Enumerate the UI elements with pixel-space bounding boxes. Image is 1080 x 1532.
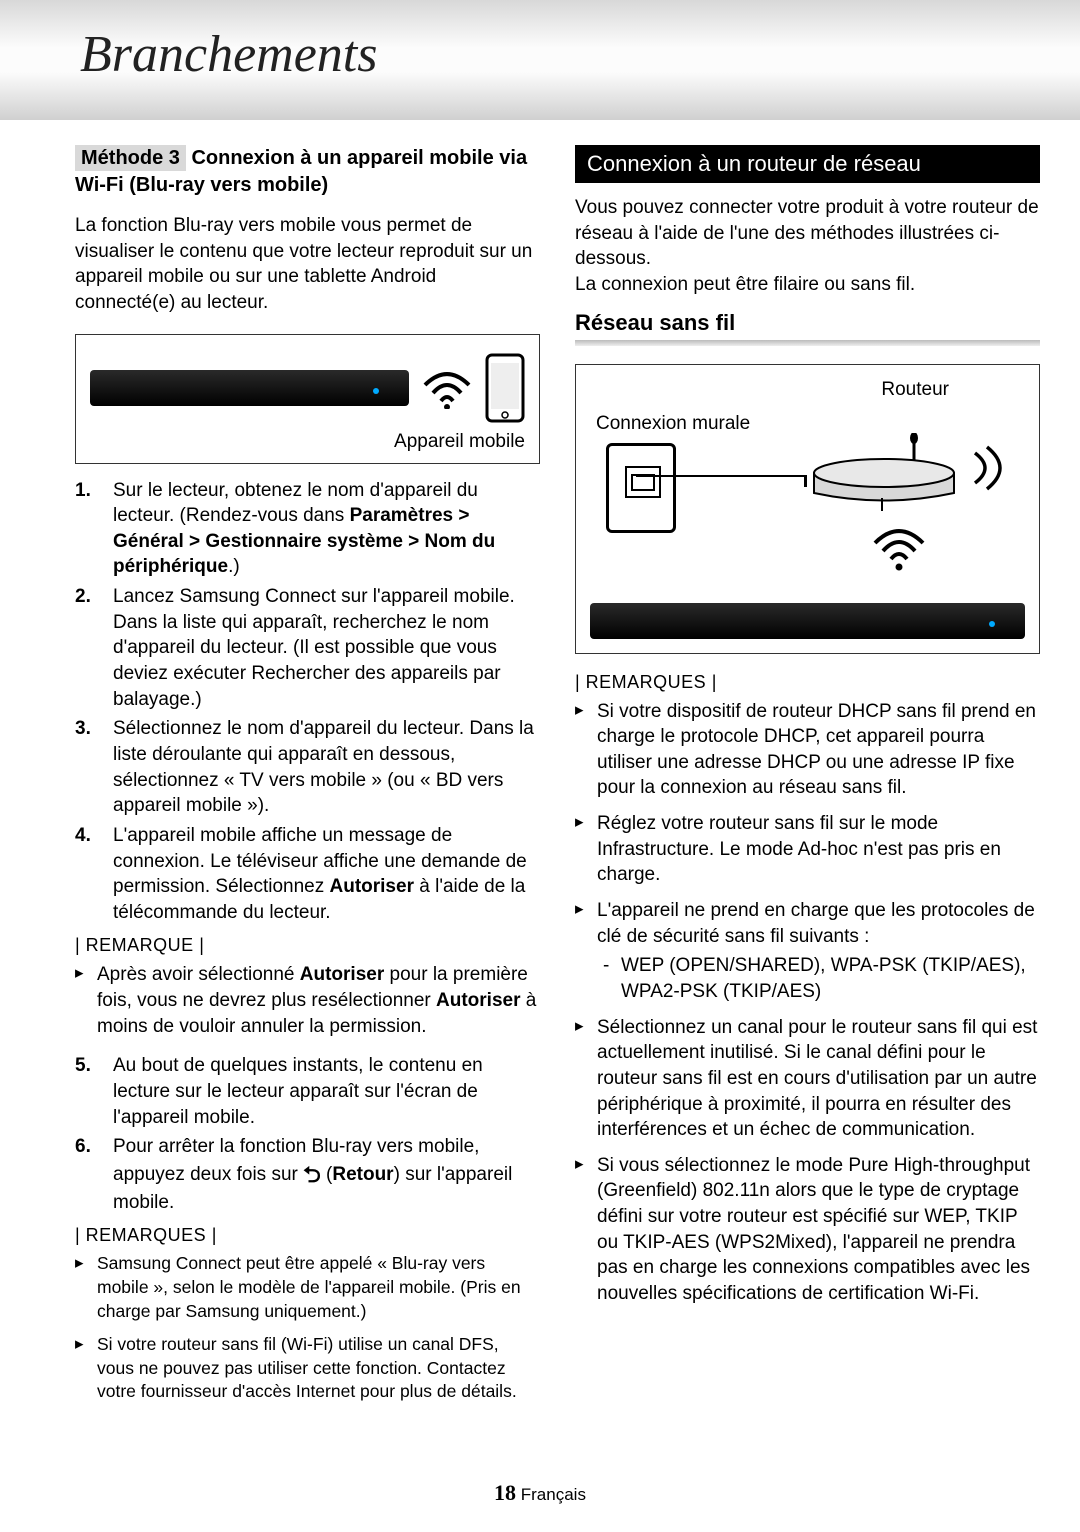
label-wall: Connexion murale [596,413,750,435]
label-router: Routeur [881,379,949,401]
wireless-subheading: Réseau sans fil [575,310,1040,336]
remarque-1: Après avoir sélectionné Autoriser pour l… [75,962,540,1039]
header-bar: Branchements [0,0,1080,120]
steps-list: Sur le lecteur, obtenez le nom d'apparei… [75,478,540,926]
remarque-3: Si votre routeur sans fil (Wi-Fi) utilis… [75,1333,540,1404]
method3-badge: Méthode 3 [75,145,186,171]
steps-list-2: Au bout de quelques instants, le contenu… [75,1053,540,1215]
r-note-2: Réglez votre routeur sans fil sur le mod… [575,811,1040,888]
step-3: Sélectionnez le nom d'appareil du lecteu… [75,716,540,819]
illus1-caption: Appareil mobile [90,431,525,453]
r-note-3-sub: WEP (OPEN/SHARED), WPA-PSK (TKIP/AES), W… [597,953,1040,1004]
r-note-5: Si vous sélectionnez le mode Pure High-t… [575,1153,1040,1307]
remarques-list-2: Samsung Connect peut être appelé « Blu-r… [75,1252,540,1404]
remarques-list-right: Si votre dispositif de routeur DHCP sans… [575,699,1040,1307]
right-intro2: La connexion peut être filaire ou sans f… [575,272,1040,298]
illustration-mobile: Appareil mobile [75,334,540,464]
remarque-list-1: Après avoir sélectionné Autoriser pour l… [75,962,540,1039]
r-note-1: Si votre dispositif de routeur DHCP sans… [575,699,1040,802]
page-number: 18 [494,1480,516,1505]
step-1: Sur le lecteur, obtenez le nom d'apparei… [75,478,540,581]
step-4: L'appareil mobile affiche un message de … [75,823,540,926]
illustration-router: Routeur Connexion murale [575,364,1040,654]
wallplate-icon [606,443,676,533]
mobile-device-icon [485,353,525,423]
step-2: Lancez Samsung Connect sur l'appareil mo… [75,584,540,712]
remarques-label-2: | REMARQUES | [75,1225,540,1246]
bluray-player-icon [90,370,409,406]
page-title: Branchements [80,25,1080,84]
left-intro: La fonction Blu-ray vers mobile vous per… [75,213,540,316]
method3-heading: Méthode 3 Connexion à un appareil mobile… [75,145,540,199]
return-icon: ⮌ [303,1160,321,1190]
step-5: Au bout de quelques instants, le contenu… [75,1053,540,1130]
router-icon [804,433,964,513]
remarques-label-right: | REMARQUES | [575,672,1040,693]
right-intro1: Vous pouvez connecter votre produit à vo… [575,195,1040,272]
cable-line [636,475,806,478]
wifi-icon-2 [869,523,929,571]
page-footer: 18 Français [0,1480,1080,1506]
section-router-heading: Connexion à un routeur de réseau [575,145,1040,183]
wifi-icon [421,367,473,409]
remarque-2: Samsung Connect peut être appelé « Blu-r… [75,1252,540,1323]
step-6: Pour arrêter la fonction Blu-ray vers mo… [75,1134,540,1215]
signal-icon [965,443,1015,493]
remarque-label-1: | REMARQUE | [75,935,540,956]
r-note-4: Sélectionnez un canal pour le routeur sa… [575,1015,1040,1143]
content-columns: Méthode 3 Connexion à un appareil mobile… [0,120,1080,1414]
r-note-3: L'appareil ne prend en charge que les pr… [575,898,1040,1005]
page-lang: Français [521,1485,586,1504]
bluray-player-icon-2 [590,603,1025,639]
right-column: Connexion à un routeur de réseau Vous po… [575,145,1040,1414]
subheading-underline [575,340,1040,346]
left-column: Méthode 3 Connexion à un appareil mobile… [75,145,540,1414]
